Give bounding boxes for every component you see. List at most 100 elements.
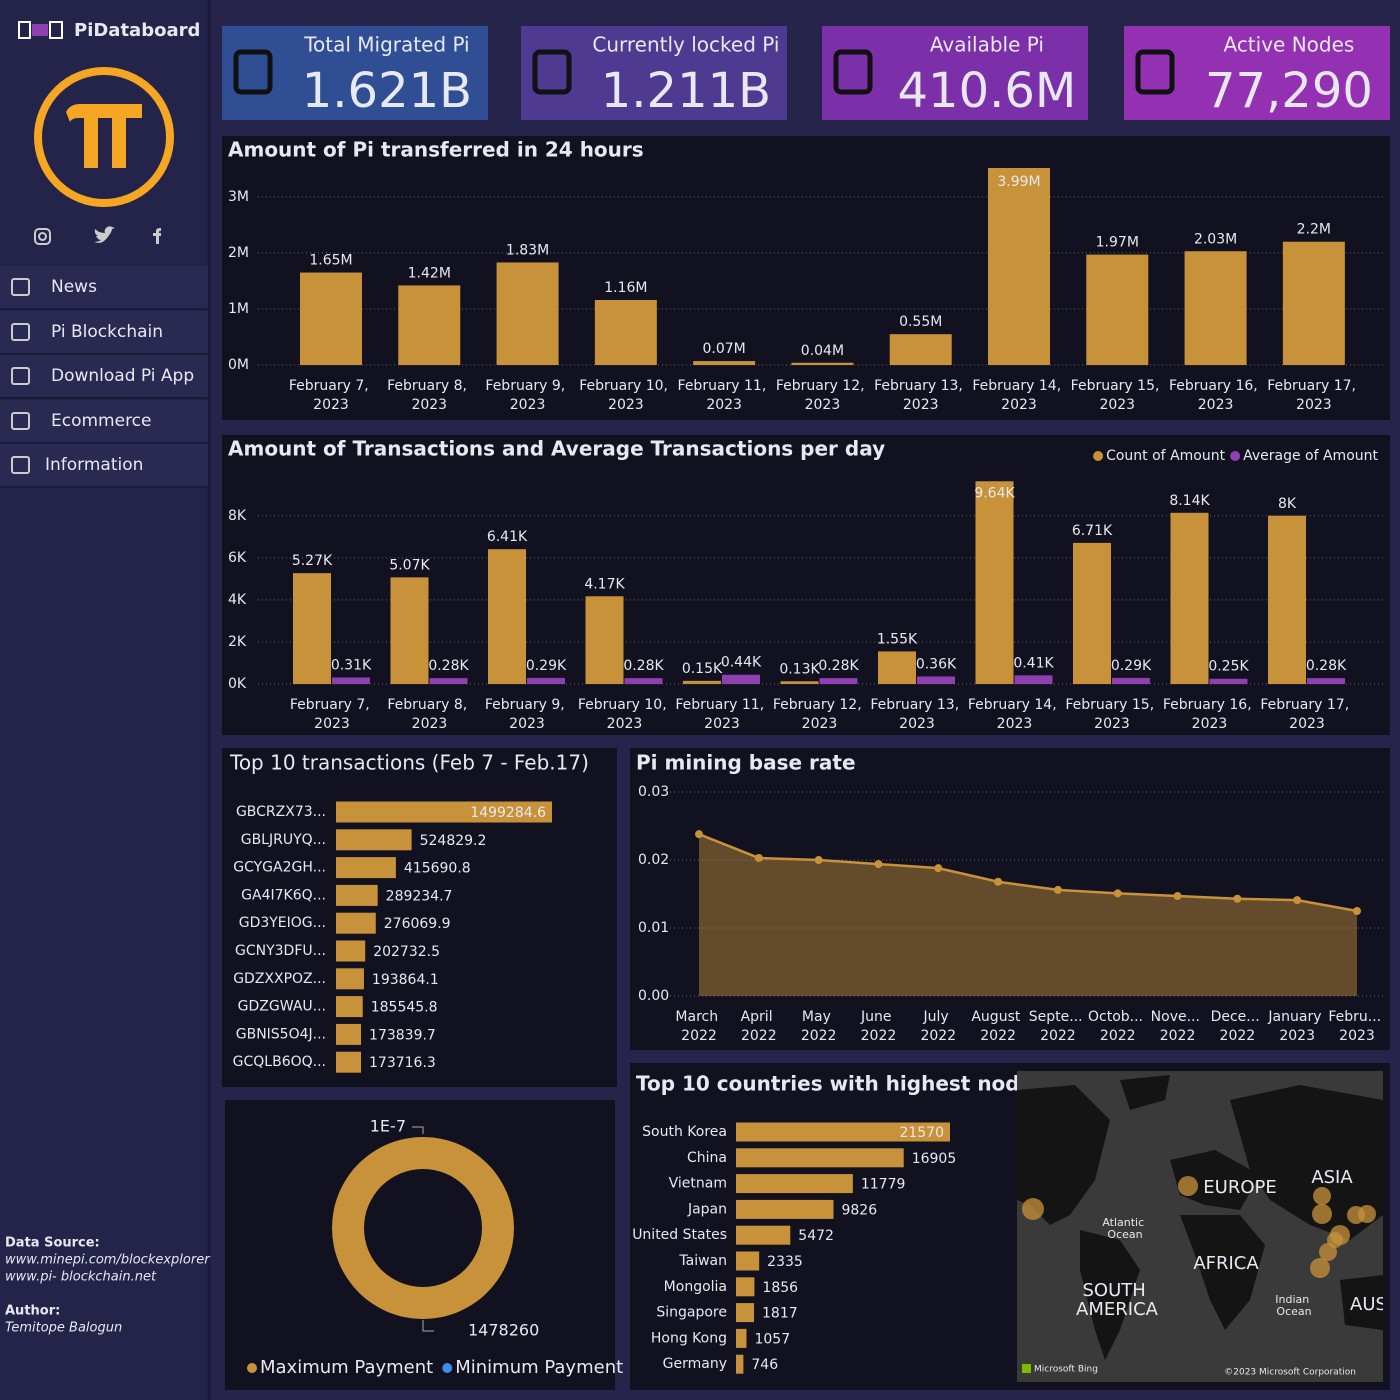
bar — [336, 829, 412, 851]
x-tick-label: February 7, 2023 — [290, 697, 374, 732]
bar — [336, 912, 376, 934]
data-label: 1.83M — [506, 242, 549, 258]
bar — [336, 1051, 362, 1073]
card-icon — [532, 49, 572, 95]
data-label: 524829.2 — [420, 833, 487, 849]
instagram-icon[interactable] — [34, 228, 51, 245]
bar — [780, 681, 819, 684]
map-bubble — [1313, 1187, 1331, 1205]
map-land — [1180, 1215, 1265, 1330]
map[interactable]: EUROPE ASIA AFRICA SOUTH AMERICA AUS Atlantic… — [1017, 1071, 1387, 1382]
card-icon — [1135, 49, 1175, 95]
y-tick-label: Germany — [663, 1356, 727, 1372]
x-tick-label: August 2022 — [971, 1009, 1024, 1044]
map-land — [1230, 1085, 1383, 1240]
data-label: 746 — [751, 1357, 778, 1373]
data-label: 276069.9 — [384, 916, 451, 932]
bar — [1184, 251, 1247, 365]
data-label: 289234.7 — [386, 888, 453, 904]
data-label: 9.64K — [974, 485, 1015, 501]
pi-logo — [34, 67, 174, 207]
point — [1293, 896, 1302, 905]
legend-swatch — [247, 1363, 257, 1373]
x-tick-label: February 16, 2023 — [1169, 378, 1262, 413]
x-tick-label: Octob... 2022 — [1088, 1009, 1147, 1044]
brand: PiDataboard — [74, 20, 200, 41]
point — [754, 853, 763, 862]
bar — [336, 857, 396, 879]
x-tick-label: February 7, 2023 — [289, 378, 373, 413]
x-tick-label: February 10, 2023 — [578, 697, 671, 732]
point — [814, 856, 823, 864]
x-tick-label: May 2022 — [801, 1009, 837, 1044]
bar — [736, 1354, 744, 1374]
point — [1053, 885, 1062, 894]
y-tick-label: Singapore — [656, 1305, 727, 1321]
point — [994, 877, 1003, 886]
legend-label: Average of Amount — [1243, 448, 1378, 464]
source: www.minepi.com/blockexplorer — [5, 1253, 211, 1268]
x-tick-label: February 17, 2023 — [1260, 697, 1353, 732]
kpi-card — [822, 26, 1088, 120]
nav-item[interactable] — [0, 400, 208, 442]
y-tick-label: 0.03 — [638, 784, 669, 800]
data-label: 0.55M — [899, 314, 942, 330]
data-label: 173839.7 — [369, 1027, 436, 1043]
legend-label: Minimum Payment — [455, 1357, 623, 1378]
nav-item[interactable] — [0, 444, 208, 486]
y-tick-label: Vietnam — [669, 1176, 727, 1192]
bar — [819, 678, 858, 684]
bar — [1282, 241, 1345, 365]
chart-title: Amount of Pi transferred in 24 hours — [228, 138, 644, 162]
point — [1233, 894, 1242, 903]
data-label: 5.27K — [292, 553, 333, 569]
chart-title: Top 10 transactions (Feb 7 - Feb.17) — [229, 751, 589, 775]
map-land — [1120, 1075, 1170, 1110]
nav-icon — [11, 456, 30, 474]
bar — [336, 884, 378, 906]
x-tick-label: Dece... 2022 — [1211, 1009, 1265, 1044]
bar — [1073, 542, 1111, 684]
data-label: 0.44K — [721, 655, 762, 671]
x-tick-label: February 14, 2023 — [972, 378, 1065, 413]
logo-icon — [32, 24, 48, 36]
card-icon — [833, 49, 873, 95]
bar — [917, 676, 955, 684]
bar — [736, 1148, 904, 1168]
point — [874, 860, 883, 869]
data-label: 0.04M — [801, 343, 844, 359]
data-label: 0.29K — [1111, 658, 1152, 674]
nav-item[interactable] — [0, 311, 208, 353]
data-label: 6.41K — [487, 529, 528, 545]
nav-item[interactable] — [0, 355, 208, 397]
data-label: 173716.3 — [369, 1055, 436, 1071]
nav-item[interactable] — [0, 266, 208, 308]
map-bubble — [1178, 1176, 1198, 1196]
bar — [496, 262, 559, 365]
data-label: 0.25K — [1208, 659, 1249, 675]
card-label: Active Nodes — [1223, 33, 1354, 57]
x-tick-label: Nove... 2022 — [1151, 1009, 1205, 1044]
bar — [1268, 515, 1306, 684]
bar — [336, 940, 366, 962]
data-label: 21570 — [899, 1125, 944, 1141]
point — [1113, 889, 1122, 898]
point — [934, 864, 943, 873]
data-label: 1.55K — [877, 631, 918, 647]
bar — [791, 362, 854, 365]
data-label: 0.28K — [818, 658, 859, 674]
facebook-icon[interactable] — [153, 228, 161, 244]
twitter-icon[interactable] — [94, 226, 115, 243]
bar — [889, 334, 952, 365]
map-land — [1017, 1085, 1110, 1225]
sidebar — [0, 0, 208, 1400]
data-label: 2.03M — [1194, 231, 1237, 247]
bar — [390, 577, 429, 684]
x-tick-label: Septe... 2022 — [1029, 1009, 1087, 1044]
point — [695, 830, 703, 839]
data-label: 6.71K — [1072, 523, 1113, 539]
x-tick-label: February 9, 2023 — [485, 697, 569, 732]
map-land — [1170, 1150, 1260, 1210]
bar — [736, 1251, 760, 1271]
